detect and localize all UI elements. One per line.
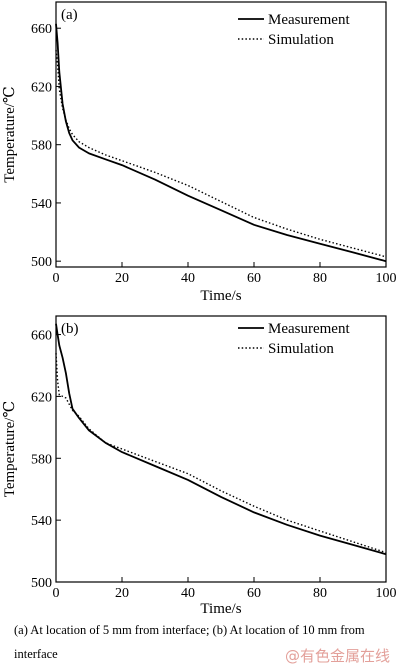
panel-label: (a) <box>61 7 78 23</box>
x-tick-label: 40 <box>181 586 195 601</box>
series-line-simulation <box>55 49 387 258</box>
x-tick-label: 20 <box>115 271 129 286</box>
y-tick-label: 620 <box>31 390 52 405</box>
y-tick-label: 540 <box>31 514 52 529</box>
y-axis-title: Temperature/℃ <box>2 86 18 183</box>
x-tick-label: 100 <box>376 586 397 601</box>
y-tick-label: 540 <box>31 197 52 212</box>
x-tick-label: 0 <box>53 586 60 601</box>
y-tick-label: 620 <box>31 80 52 95</box>
legend-label-simulation: Simulation <box>268 341 334 357</box>
y-tick-label: 500 <box>31 255 52 270</box>
x-tick-label: 40 <box>181 271 195 286</box>
x-axis-title: Time/s <box>200 601 241 617</box>
y-axis-title: Temperature/℃ <box>2 401 18 498</box>
legend-label-measurement: Measurement <box>268 12 350 28</box>
series-line-measurement <box>55 23 387 263</box>
plot-frame <box>55 1 387 268</box>
legend-label-measurement: Measurement <box>268 321 350 337</box>
y-tick-label: 660 <box>31 329 52 344</box>
x-tick-label: 100 <box>376 271 397 286</box>
legend-label-simulation: Simulation <box>268 32 334 48</box>
x-tick-label: 60 <box>247 586 261 601</box>
x-tick-label: 80 <box>313 586 327 601</box>
y-tick-label: 500 <box>31 576 52 591</box>
watermark: @有色金属在线 <box>284 647 390 665</box>
x-tick-label: 0 <box>53 271 60 286</box>
chart-panel-b: 0 20 40 60 80 100 500 540 580 620 660 Time/s Tempera… <box>2 315 397 617</box>
y-tick-label: 580 <box>31 452 52 467</box>
y-tick-label: 580 <box>31 139 52 154</box>
chart-panel-a: 0 20 40 60 80 100 500 540 580 620 660 Time/s Tempera… <box>2 1 397 304</box>
series-line-measurement <box>55 323 387 556</box>
figure-caption: (a) At location of 5 mm from interface; … <box>14 623 365 661</box>
panel-label: (b) <box>61 321 79 337</box>
y-tick-label: 660 <box>31 22 52 37</box>
plot-frame <box>55 315 387 583</box>
x-tick-label: 20 <box>115 586 129 601</box>
x-tick-label: 60 <box>247 271 261 286</box>
series-line-simulation <box>55 353 387 554</box>
x-axis-title: Time/s <box>200 288 241 304</box>
x-tick-label: 80 <box>313 271 327 286</box>
